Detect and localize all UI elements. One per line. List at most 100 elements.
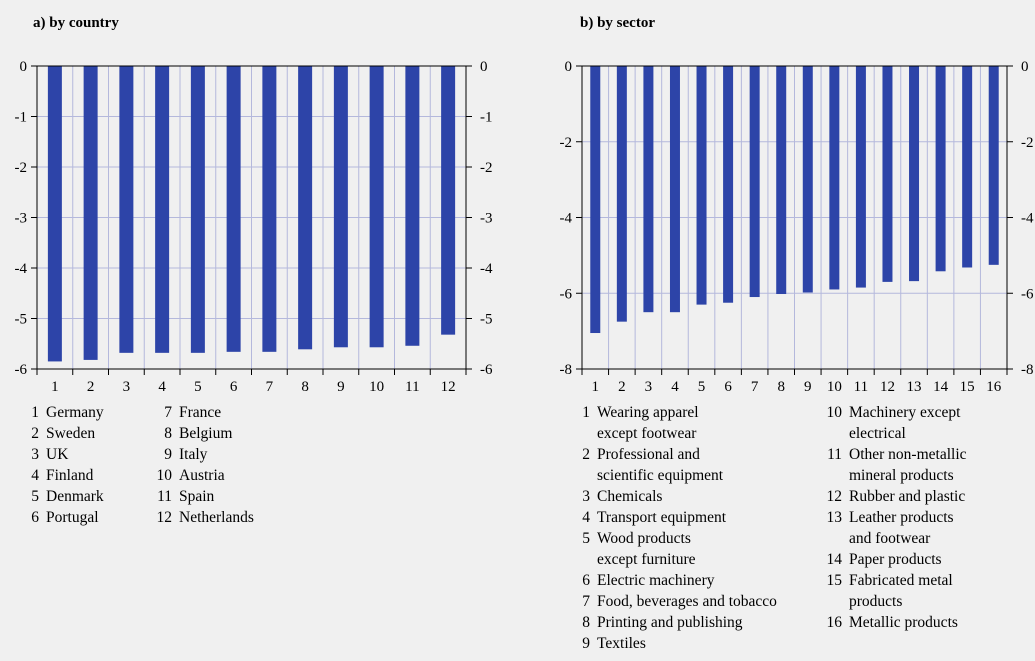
legend-label-line: except furniture	[597, 551, 696, 568]
bar-6	[723, 66, 734, 303]
legend-label: Chemicals	[597, 486, 662, 507]
bar-1	[590, 66, 601, 334]
x-tick-label-6: 6	[230, 379, 238, 395]
legend-label: Denmark	[46, 488, 104, 505]
bar-3	[643, 66, 654, 313]
legend-number: 1	[582, 404, 590, 421]
chart-a-legend-col2: 7 France 8 Belgium 9 Italy 10 Austria 11 Spain 12 N…	[152, 402, 254, 528]
legend-label: France	[179, 404, 222, 421]
y-tick-label-right: -1	[480, 110, 493, 126]
legend-label-line: Printing and publishing	[597, 614, 743, 631]
legend-number: 11	[827, 446, 842, 463]
y-tick-label-right: -6	[1021, 286, 1034, 302]
legend-label: Fabricated metal products	[849, 570, 953, 612]
legend-label-line: Leather products	[849, 509, 954, 526]
legend-label: Machinery except electrical	[849, 402, 960, 444]
legend-number: 9	[164, 446, 172, 463]
y-tick-label-right: -2	[1021, 135, 1034, 151]
y-tick-label-right: -4	[1021, 211, 1034, 227]
bar-4	[155, 66, 170, 353]
bar-12	[882, 66, 893, 282]
bar-10	[829, 66, 840, 290]
x-tick-label-7: 7	[266, 379, 274, 395]
legend-label: Austria	[179, 467, 225, 484]
chart-a-by-country: 0 0-1 -1-2 -2-3 -3-4 -4-5 -5-6 -61 2 3 4 5 6 7 8 9 10 11 1…	[15, 59, 493, 395]
legend-label-line: scientific equipment	[597, 467, 724, 484]
legend-label-line: Electric machinery	[597, 572, 715, 589]
legend-item-9: 9 Italy	[152, 444, 254, 465]
legend-label-line: Other non-metallic	[849, 446, 967, 463]
bar-8	[776, 66, 787, 295]
legend-item-14: 14 Paper products	[822, 549, 967, 570]
legend-label: Printing and publishing	[597, 612, 743, 633]
legend-label: Textiles	[597, 633, 646, 654]
legend-label: Professional and scientific equipment	[597, 444, 723, 486]
chart-b-by-sector: 0 0-2 -2-4 -4-6 -6-8 -81 2 3 4 5 6 7 8 9 10 11 12 13 14 15 1…	[560, 59, 1034, 395]
legend-number: 5	[31, 488, 39, 505]
legend-label: Other non-metallic mineral products	[849, 444, 967, 486]
x-tick-label-12: 12	[441, 379, 456, 395]
legend-label-line: Chemicals	[597, 488, 663, 505]
bar-9	[802, 66, 813, 293]
x-tick-label-5: 5	[698, 379, 706, 395]
legend-label: Finland	[46, 467, 94, 484]
legend-item-6: 6 Portugal	[19, 507, 104, 528]
y-tick-label-left: -2	[560, 135, 573, 151]
legend-number: 7	[164, 404, 172, 421]
legend-item-11: 11 Other non-metallic mineral products	[822, 444, 967, 486]
chart-b-title: b) by sector	[580, 15, 655, 31]
legend-item-15: 15 Fabricated metal products	[822, 570, 967, 612]
legend-number: 7	[582, 593, 590, 610]
legend-item-10: 10 Austria	[152, 465, 254, 486]
bar-10	[369, 66, 384, 348]
legend-number: 6	[582, 572, 590, 589]
x-tick-label-11: 11	[854, 379, 868, 395]
legend-item-1: 1 Germany	[19, 402, 103, 423]
legend-label-line: Fabricated metal	[849, 572, 953, 589]
x-tick-label-7: 7	[751, 379, 759, 395]
bar-7	[749, 66, 760, 298]
legend-label: UK	[46, 446, 69, 463]
x-tick-label-9: 9	[804, 379, 812, 395]
legend-label-line: mineral products	[849, 467, 954, 484]
x-tick-label-15: 15	[960, 379, 975, 395]
legend-number: 9	[582, 635, 590, 652]
chart-a-legend-col1: 1 Germany 2 Sweden 3 UK 4 Finland 5 Denmark 6 Portu…	[19, 402, 104, 528]
x-tick-label-3: 3	[645, 379, 653, 395]
legend-label-line: products	[849, 593, 903, 610]
legend-number: 2	[31, 425, 39, 442]
legend-label: Electric machinery	[597, 570, 714, 591]
legend-number: 12	[156, 509, 173, 526]
y-tick-label-right: -6	[480, 362, 493, 378]
bar-15	[962, 66, 973, 268]
legend-number: 14	[826, 551, 843, 568]
legend-number: 3	[582, 488, 590, 505]
legend-item-3: 3 Chemicals	[570, 486, 777, 507]
x-tick-label-8: 8	[777, 379, 785, 395]
legend-number: 13	[826, 509, 843, 526]
x-tick-label-1: 1	[592, 379, 600, 395]
legend-number: 6	[31, 509, 39, 526]
legend-number: 10	[156, 467, 173, 484]
x-tick-label-6: 6	[724, 379, 732, 395]
legend-label: Sweden	[46, 425, 96, 442]
bar-12	[441, 66, 456, 335]
y-tick-label-left: -5	[15, 312, 28, 328]
legend-number: 11	[157, 488, 172, 505]
x-tick-label-12: 12	[880, 379, 895, 395]
bar-2	[83, 66, 98, 360]
y-tick-label-left: -1	[15, 110, 28, 126]
legend-label-line: except footwear	[597, 425, 697, 442]
y-tick-label-left: 0	[565, 59, 573, 75]
x-tick-label-11: 11	[405, 379, 419, 395]
legend-number: 8	[164, 425, 172, 442]
legend-item-12: 12 Netherlands	[152, 507, 254, 528]
y-tick-label-right: 0	[1021, 59, 1029, 75]
bar-4	[669, 66, 680, 313]
bar-14	[935, 66, 946, 272]
legend-label: Food, beverages and tobacco	[597, 591, 777, 612]
legend-number: 4	[31, 467, 39, 484]
bar-2	[616, 66, 627, 322]
legend-label-line: Transport equipment	[597, 509, 727, 526]
legend-item-10: 10 Machinery except electrical	[822, 402, 967, 444]
